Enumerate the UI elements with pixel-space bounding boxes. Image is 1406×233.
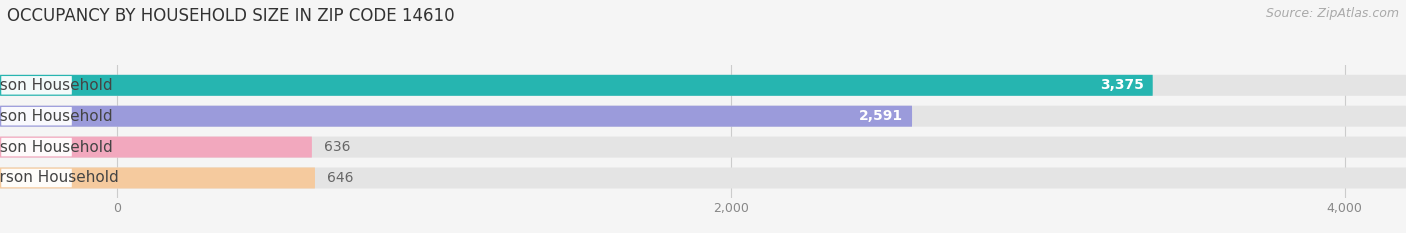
Text: 3,375: 3,375: [1099, 78, 1143, 92]
FancyBboxPatch shape: [0, 168, 315, 188]
FancyBboxPatch shape: [0, 137, 1406, 158]
FancyBboxPatch shape: [0, 75, 1406, 96]
Text: 636: 636: [325, 140, 350, 154]
FancyBboxPatch shape: [0, 137, 312, 158]
Text: 2-Person Household: 2-Person Household: [0, 109, 112, 124]
FancyBboxPatch shape: [1, 76, 72, 95]
FancyBboxPatch shape: [1, 107, 72, 125]
FancyBboxPatch shape: [1, 138, 72, 156]
Text: OCCUPANCY BY HOUSEHOLD SIZE IN ZIP CODE 14610: OCCUPANCY BY HOUSEHOLD SIZE IN ZIP CODE …: [7, 7, 454, 25]
Text: 2,591: 2,591: [859, 109, 903, 123]
Text: 1-Person Household: 1-Person Household: [0, 78, 112, 93]
FancyBboxPatch shape: [1, 169, 72, 187]
FancyBboxPatch shape: [0, 168, 1406, 188]
Text: 4+ Person Household: 4+ Person Household: [0, 171, 120, 185]
FancyBboxPatch shape: [0, 106, 912, 127]
Text: Source: ZipAtlas.com: Source: ZipAtlas.com: [1265, 7, 1399, 20]
FancyBboxPatch shape: [0, 106, 1406, 127]
Text: 3-Person Household: 3-Person Household: [0, 140, 112, 154]
Text: 646: 646: [328, 171, 354, 185]
FancyBboxPatch shape: [0, 75, 1153, 96]
